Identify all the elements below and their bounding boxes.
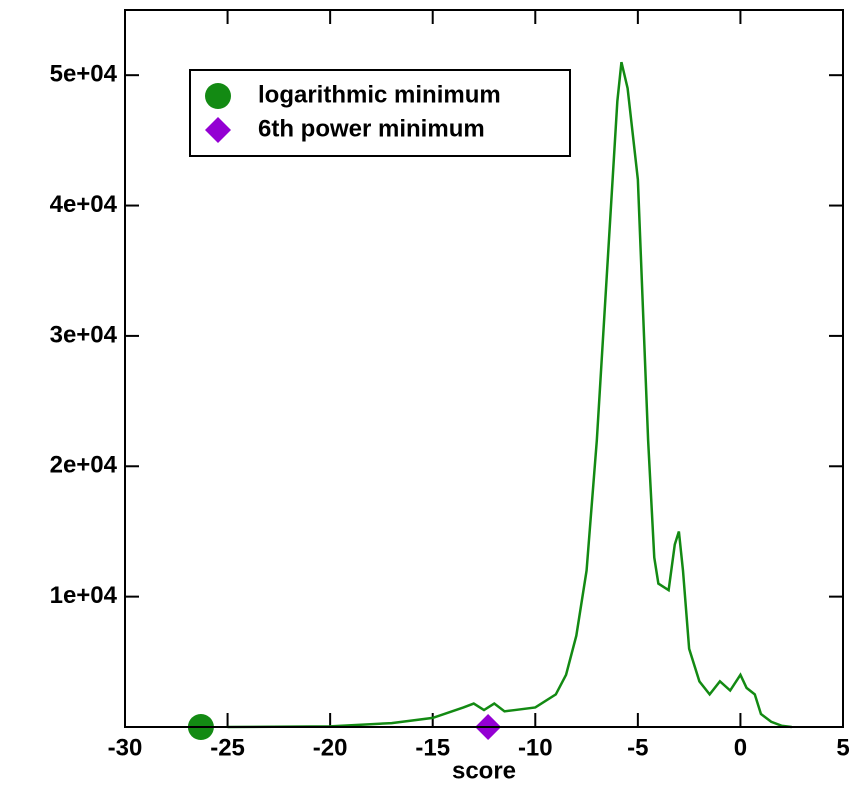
legend-label: logarithmic minimum: [258, 81, 501, 108]
x-tick-label: -10: [518, 734, 553, 761]
y-tick-label: 1e+04: [50, 582, 118, 609]
legend-box: [189, 69, 571, 157]
y-tick-label: 4e+04: [50, 191, 118, 218]
x-tick-label: -30: [108, 734, 143, 761]
x-tick-label: -25: [210, 734, 245, 761]
legend-marker: [205, 117, 231, 143]
x-axis-label: score: [452, 757, 516, 784]
x-tick-label: -20: [313, 734, 348, 761]
legend-marker: [205, 83, 231, 109]
data-line: [227, 61, 792, 729]
x-tick-label: -15: [415, 734, 450, 761]
x-tick-label: 5: [836, 734, 849, 761]
x-tick-label: 0: [734, 734, 747, 761]
plot-frame: [124, 9, 844, 728]
legend-label: 6th power minimum: [258, 115, 485, 142]
x-tick-label: -5: [627, 734, 648, 761]
y-tick-label: 2e+04: [50, 452, 118, 479]
y-tick-label: 3e+04: [50, 321, 118, 348]
y-tick-label: 5e+04: [50, 61, 118, 88]
